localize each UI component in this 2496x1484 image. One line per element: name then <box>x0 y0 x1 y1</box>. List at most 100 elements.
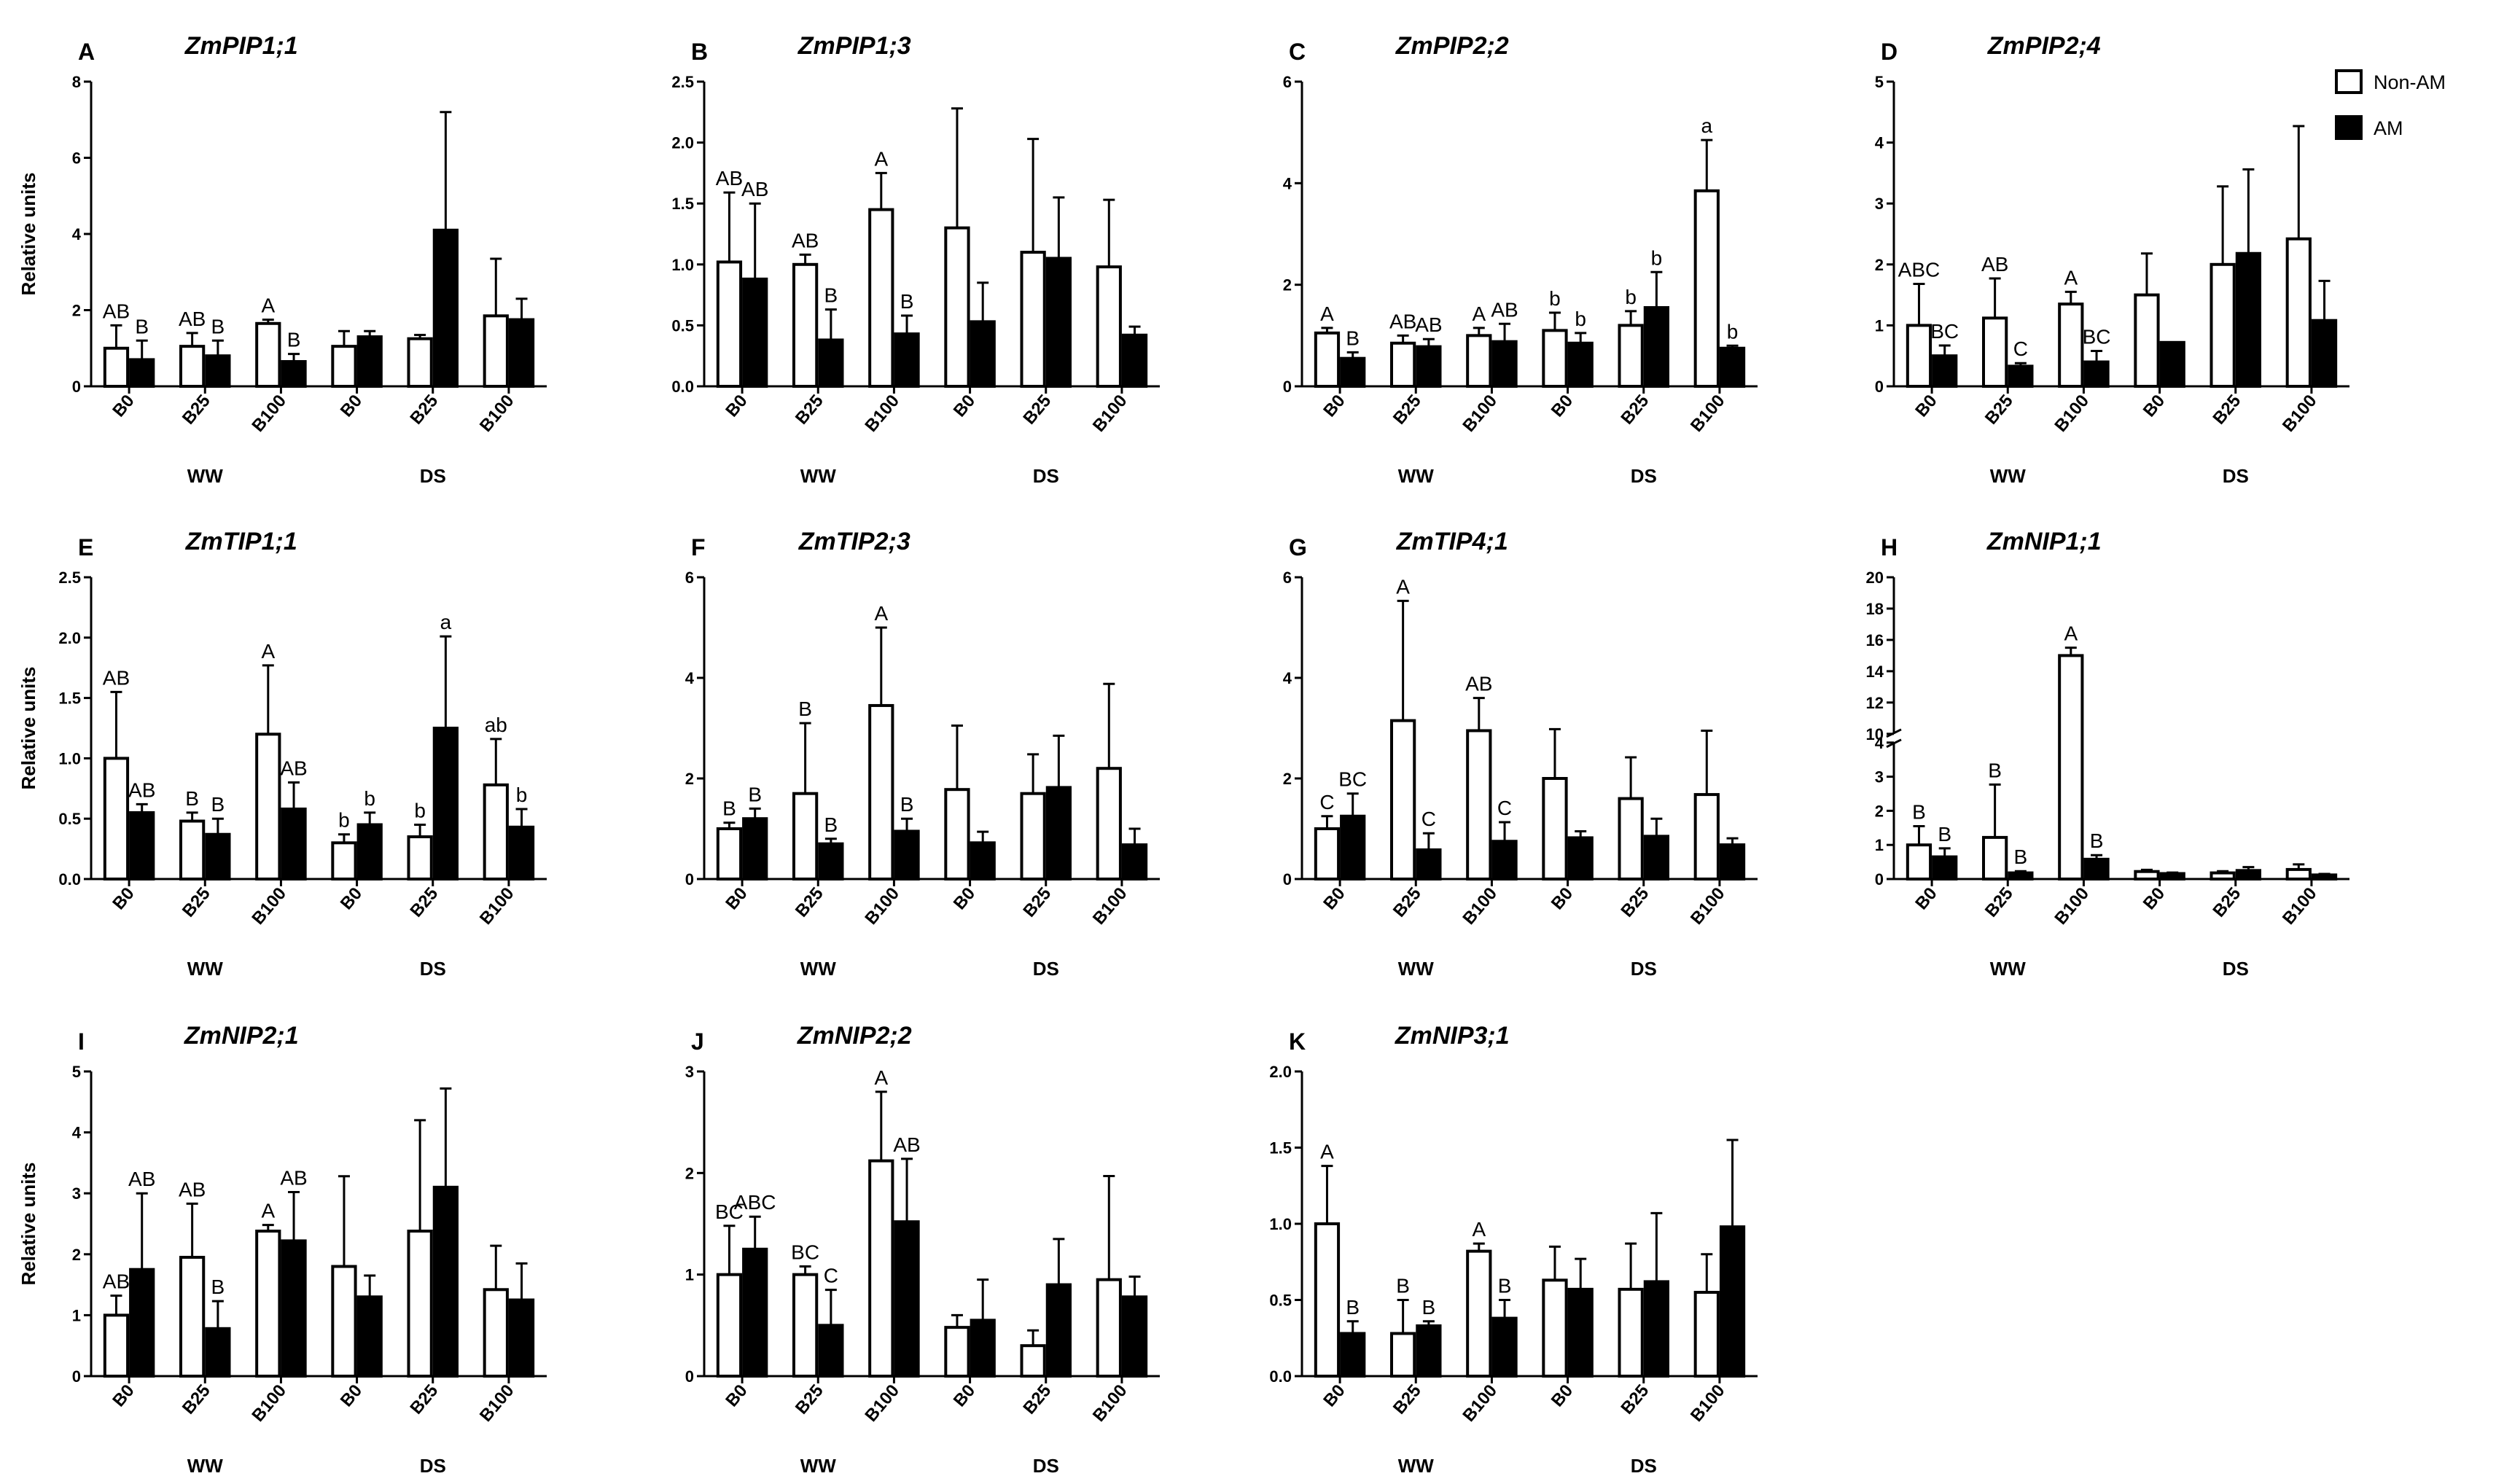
group-label-ww: WW <box>800 1455 837 1477</box>
bar-non-am <box>868 1159 894 1378</box>
bar-non-am <box>407 835 433 881</box>
bar-am <box>1416 1324 1442 1378</box>
panel-letter: A <box>78 39 95 65</box>
significance-label: AB <box>179 1178 206 1200</box>
group-label-ww: WW <box>187 465 224 487</box>
significance-label: A <box>1472 1218 1486 1241</box>
bar-am <box>818 842 844 880</box>
significance-label: AB <box>1491 298 1518 321</box>
y-tick-label: 2.0 <box>671 134 694 152</box>
bar-am <box>281 807 307 881</box>
y-tick-label: 0.0 <box>671 378 694 396</box>
bar-am <box>508 1298 535 1378</box>
panel-letter: D <box>1881 39 1898 65</box>
y-tick-label: 2 <box>1875 802 1884 820</box>
panel-title: ZmPIP1;1 <box>184 32 298 60</box>
bar-am <box>205 1327 231 1378</box>
y-axis-label: Relative units <box>17 1162 39 1285</box>
group-label-ds: DS <box>1631 465 1657 487</box>
x-category-label: B0 <box>1319 1381 1349 1411</box>
bar-non-am <box>868 208 894 388</box>
group-label-ww: WW <box>187 958 224 980</box>
significance-label: B <box>1912 800 1926 823</box>
y-tick-label: 12 <box>1866 694 1884 712</box>
significance-label: B <box>135 315 149 337</box>
bar-am <box>281 360 307 388</box>
x-category-label: B100 <box>1687 391 1729 436</box>
bar-non-am <box>944 1326 970 1378</box>
y-tick-label: 0.0 <box>1269 1367 1292 1386</box>
x-category-label: B25 <box>1981 884 2017 921</box>
bar-am <box>129 1268 155 1378</box>
group-label-ds: DS <box>1033 1455 1059 1477</box>
significance-label: A <box>261 1200 275 1222</box>
x-category-label: B0 <box>722 884 751 914</box>
bar-non-am <box>255 321 281 388</box>
bar-am <box>894 332 920 388</box>
bar-non-am <box>483 1288 509 1378</box>
bar-am <box>356 823 383 880</box>
significance-label: B <box>2014 846 2028 868</box>
significance-label: A <box>1320 1141 1334 1163</box>
significance-label: AB <box>1981 253 2008 276</box>
bar-non-am <box>944 788 970 881</box>
significance-label: b <box>1625 286 1637 308</box>
bar-am <box>508 825 535 880</box>
bar-am <box>818 338 844 388</box>
y-tick-label: 3 <box>72 1184 81 1203</box>
bar-am <box>432 1185 459 1378</box>
bar-non-am <box>868 703 894 881</box>
group-label-ww: WW <box>800 958 837 980</box>
panel-letter: B <box>691 39 708 65</box>
bar-am <box>129 358 155 388</box>
significance-label: b <box>516 784 528 806</box>
y-tick-label: 5 <box>72 1063 81 1081</box>
bar-am <box>1045 257 1072 388</box>
y-tick-label: 4 <box>1283 174 1292 192</box>
significance-label: a <box>440 611 452 633</box>
bar-non-am <box>2058 654 2084 880</box>
bar-am <box>2311 873 2338 881</box>
bar-non-am <box>1466 1249 1492 1378</box>
bar-non-am <box>103 346 130 388</box>
significance-label: B <box>1396 1275 1410 1297</box>
significance-label: AB <box>716 167 743 190</box>
significance-label: AB <box>1465 673 1492 695</box>
bar-am <box>1719 346 1746 388</box>
group-label-ww: WW <box>1398 1455 1435 1477</box>
y-axis-label: Relative units <box>17 666 39 789</box>
y-tick-label: 0.5 <box>671 316 694 335</box>
x-category-label: B100 <box>2279 391 2321 436</box>
significance-label: C <box>1497 797 1512 819</box>
bar-am <box>1643 306 1669 388</box>
x-category-label: B0 <box>1319 884 1349 914</box>
panel-title: ZmPIP1;3 <box>797 32 911 60</box>
significance-label: B <box>900 793 914 816</box>
x-category-label: B0 <box>950 884 979 914</box>
x-category-label: B25 <box>1389 884 1425 921</box>
bar-non-am <box>1096 1278 1122 1378</box>
bar-am <box>742 817 768 880</box>
y-tick-label: 20 <box>1866 569 1884 587</box>
x-category-label: B0 <box>1548 391 1577 421</box>
x-category-label: B100 <box>248 884 290 929</box>
bar-non-am <box>1693 793 1720 880</box>
significance-label: b <box>1549 287 1561 310</box>
x-category-label: B0 <box>1548 884 1577 914</box>
x-category-label: B25 <box>1019 1381 1055 1418</box>
bar-am <box>1416 848 1442 880</box>
significance-label: a <box>1701 114 1713 137</box>
y-tick-label: 8 <box>72 73 81 91</box>
bar-am <box>2235 251 2261 388</box>
bar-non-am <box>1466 334 1492 388</box>
y-tick-label: 0 <box>685 870 694 889</box>
group-label-ww: WW <box>1990 465 2027 487</box>
x-category-label: B100 <box>2051 391 2093 436</box>
x-category-label: B0 <box>109 1381 138 1411</box>
bar-am <box>1567 1287 1594 1378</box>
bar-non-am <box>1314 331 1341 388</box>
y-tick-label: 6 <box>685 569 694 587</box>
y-axis-label: Relative units <box>17 172 39 295</box>
